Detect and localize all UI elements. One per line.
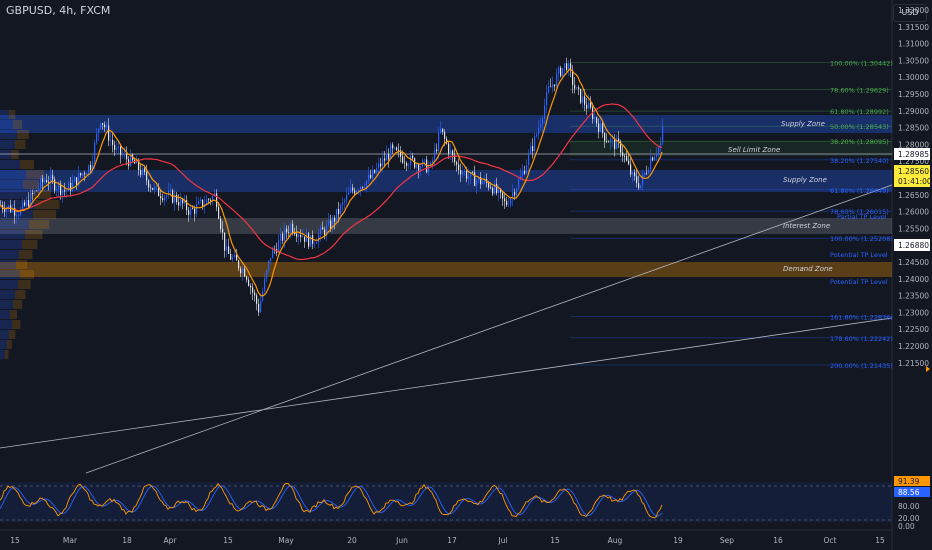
y-tick-label: 1.27500 [898,157,929,166]
fib-level-lines [570,62,892,366]
zone-label-demand: Demand Zone [783,265,833,273]
y-tick-label: 1.30500 [898,56,929,65]
currency-button[interactable]: USD [893,4,927,22]
x-tick-label: Apr [164,536,178,545]
time-axis[interactable]: 15 Mar 18 Apr 15 May 20 Jun 17 Jul 15 Aug 19 Sep 16 Oct… [10,536,885,545]
y-tick-label: 1.22500 [898,325,929,334]
x-tick-label: 16 [773,536,783,545]
y-tick-label: 1.29000 [898,107,929,116]
osc-tag-b: 88.56 [898,488,920,497]
axis-arrow-icon [926,366,930,372]
oscillator-line [0,482,663,519]
fib-label: 50.00% (1.28543) [830,123,889,131]
x-tick-label: Oct [824,536,837,545]
y-tick-label: 1.28000 [898,140,929,149]
y-tick-label: 1.32000 [898,6,929,15]
x-tick-label: May [278,536,294,545]
y-tick-label: 1.31000 [898,40,929,49]
trendline-b[interactable] [0,317,893,449]
price-tag-line: 1.28985 [898,150,929,159]
fib-label: 78.60% (1.26015) [830,208,889,216]
ma-fast-line [0,68,663,297]
osc-tag-a-bg [894,476,930,486]
x-tick-label: Mar [63,536,78,545]
fib-label: 100.00% (1.25208) [830,235,893,243]
zone-label-potential-tp-2: Potential TP Level [830,278,888,286]
price-tag-level2: 1.26880 [898,241,929,250]
y-tick-label: 1.31500 [898,23,929,32]
x-tick-label: 17 [447,536,457,545]
fib-label: 61.80% (1.26649) [830,187,889,195]
y-tick-label: 1.25500 [898,224,929,233]
ma-slow-line [0,103,663,261]
x-tick-label: 15 [10,536,20,545]
x-tick-label: 20 [347,536,357,545]
oscillator-signal [0,485,663,517]
x-tick-label: 15 [875,536,885,545]
y-tick-label: 1.24000 [898,275,929,284]
osc-tick-20: 20.00 [898,514,920,523]
zone-label-supply-1: Supply Zone [781,120,825,128]
price-tag-current: 1.28560 [898,167,929,176]
price-tag-countdown: 01:41:00 [898,177,932,186]
x-tick-label: 15 [550,536,560,545]
x-tick-label: Sep [720,536,734,545]
y-tick-label: 1.22000 [898,342,929,351]
fib-label: 78.60% (1.29629) [830,87,889,95]
y-tick-label: 1.23500 [898,292,929,301]
osc-tick-0: 0.00 [898,522,915,531]
fib-label: 161.80% (1.22876) [830,314,893,322]
y-tick-label: 1.23000 [898,308,929,317]
fib-label: 200.00% (1.21435) [830,362,893,370]
y-tick-label: 1.30000 [898,73,929,82]
fib-label: 178.60% (1.22242) [830,335,893,343]
y-tick-label: 1.29500 [898,90,929,99]
symbol-header: GBPUSD, 4h, FXCM [6,4,111,17]
x-tick-label: 15 [223,536,233,545]
y-tick-label: 1.24500 [898,258,929,267]
zone-label-potential-tp-1: Potential TP Level [830,251,888,259]
x-tick-label: Jun [395,536,408,545]
zone-rects [0,115,892,522]
osc-tag-a: 91.39 [898,477,920,486]
x-tick-label: Aug [608,536,623,545]
price-tag-current-bg [894,165,930,187]
zone-label-supply-2: Supply Zone [783,176,827,184]
zone-label-partial-tp: Partial TP Level [837,213,887,221]
fib-label: 61.80% (1.28992) [830,108,889,116]
x-tick-label: Jul [497,536,507,545]
y-tick-label: 1.28500 [898,124,929,133]
x-tick-label: 19 [673,536,683,545]
y-tick-label: 1.26000 [898,208,929,217]
osc-tick-80: 80.00 [898,502,920,511]
fib-label: 38.20% (1.27540) [830,157,889,165]
zone-label-sell-limit: Sell Limit Zone [728,146,780,154]
price-tag-level2-bg [894,239,930,251]
x-tick-label: 18 [122,536,132,545]
fib-labels: 100.00% (1.30442) 78.60% (1.29629) 61.80% … [830,59,893,370]
zone-label-interest: Interest Zone [783,222,830,230]
trendline-a[interactable] [85,184,893,474]
fib-label: 38.20% (1.28095) [830,138,889,146]
price-tag-line-bg [894,148,930,160]
volume-profile [0,110,60,359]
osc-tag-b-bg [894,487,930,497]
y-tick-label: 1.26500 [898,191,929,200]
fib-label: 100.00% (1.30442) [830,59,893,67]
y-tick-label: 1.21500 [898,359,929,368]
